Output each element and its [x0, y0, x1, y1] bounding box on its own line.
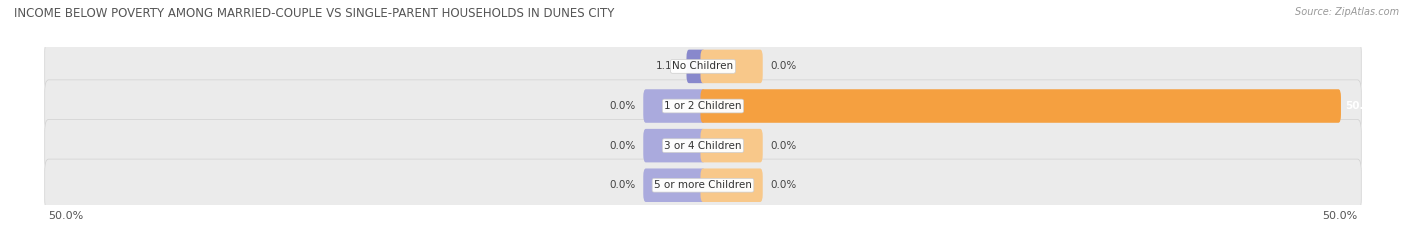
- Text: Source: ZipAtlas.com: Source: ZipAtlas.com: [1295, 7, 1399, 17]
- FancyBboxPatch shape: [45, 159, 1361, 211]
- FancyBboxPatch shape: [700, 168, 762, 202]
- Text: 3 or 4 Children: 3 or 4 Children: [664, 141, 742, 151]
- FancyBboxPatch shape: [644, 168, 706, 202]
- Text: 0.0%: 0.0%: [770, 141, 797, 151]
- Legend: Married Couples, Single Parents: Married Couples, Single Parents: [589, 231, 817, 233]
- Text: 0.0%: 0.0%: [770, 180, 797, 190]
- FancyBboxPatch shape: [644, 129, 706, 162]
- FancyBboxPatch shape: [45, 80, 1361, 132]
- FancyBboxPatch shape: [644, 89, 706, 123]
- Text: 1.1%: 1.1%: [657, 62, 683, 71]
- FancyBboxPatch shape: [700, 50, 762, 83]
- Text: 1 or 2 Children: 1 or 2 Children: [664, 101, 742, 111]
- FancyBboxPatch shape: [45, 120, 1361, 172]
- Text: 0.0%: 0.0%: [609, 141, 636, 151]
- FancyBboxPatch shape: [686, 50, 706, 83]
- Text: 50.0%: 50.0%: [1322, 211, 1357, 221]
- Text: No Children: No Children: [672, 62, 734, 71]
- Text: 5 or more Children: 5 or more Children: [654, 180, 752, 190]
- FancyBboxPatch shape: [45, 40, 1361, 93]
- FancyBboxPatch shape: [700, 89, 1341, 123]
- Text: 50.0%: 50.0%: [49, 211, 84, 221]
- FancyBboxPatch shape: [700, 129, 762, 162]
- Text: 0.0%: 0.0%: [770, 62, 797, 71]
- Text: INCOME BELOW POVERTY AMONG MARRIED-COUPLE VS SINGLE-PARENT HOUSEHOLDS IN DUNES C: INCOME BELOW POVERTY AMONG MARRIED-COUPL…: [14, 7, 614, 20]
- Text: 0.0%: 0.0%: [609, 101, 636, 111]
- Text: 50.0%: 50.0%: [1344, 101, 1381, 111]
- Text: 0.0%: 0.0%: [609, 180, 636, 190]
